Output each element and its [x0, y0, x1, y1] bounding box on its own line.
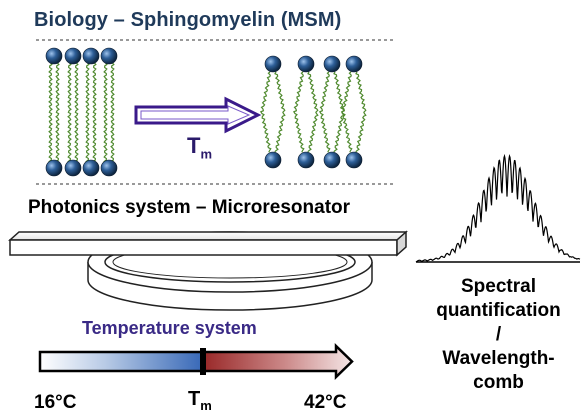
disordered-head-bottom-0 — [264, 151, 282, 169]
temperature-scale — [38, 343, 354, 380]
ordered-tail-1-0 — [67, 62, 72, 164]
disordered-head-bottom-1 — [297, 151, 315, 169]
disordered-tail-3-0 — [340, 71, 353, 153]
ordered-head-top-2 — [82, 47, 100, 65]
disordered-head-top-1 — [297, 55, 315, 73]
temperature-high-label: 42°C — [304, 392, 347, 413]
ordered-head-top-0 — [45, 47, 63, 65]
temperature-low-label: 16°C — [34, 392, 77, 413]
ordered-head-bottom-2 — [82, 159, 100, 177]
ordered-lipid-bilayer — [45, 47, 118, 177]
ordered-tail-2-0 — [85, 62, 90, 164]
ordered-tail-3-1 — [110, 62, 115, 164]
disordered-head-top-2 — [323, 55, 341, 73]
waveguide — [8, 230, 408, 257]
disordered-tail-3-1 — [355, 71, 367, 153]
ordered-tail-1-1 — [74, 62, 79, 164]
temperature-tm-label: Tm — [188, 388, 212, 413]
ordered-tail-0-1 — [55, 62, 60, 164]
ordered-tail-3-0 — [103, 62, 108, 164]
disordered-tail-0-0 — [259, 71, 272, 153]
ordered-head-top-1 — [64, 47, 82, 65]
disordered-tail-2-0 — [318, 71, 331, 153]
ordered-head-bottom-0 — [45, 159, 63, 177]
cold-segment — [40, 352, 201, 371]
spectral-caption: Spectral quantification / Wavelength- co… — [416, 275, 581, 395]
ordered-head-top-3 — [100, 47, 118, 65]
transition-arrow — [134, 96, 262, 134]
frequency-comb-spectrum — [415, 153, 581, 263]
spectral-line-5: comb — [473, 372, 524, 393]
disordered-head-top-0 — [264, 55, 282, 73]
spectral-line-3: / — [495, 324, 502, 345]
spectral-line-4: Wavelength- — [442, 348, 555, 369]
disordered-tail-0-1 — [274, 71, 286, 153]
transition-temperature-label: Tm — [187, 133, 213, 162]
microresonator — [8, 230, 408, 311]
temperature-title: Temperature system — [82, 318, 257, 338]
spectral-line-2: quantification — [436, 300, 561, 321]
biology-title: Biology – Sphingomyelin (MSM) — [34, 9, 342, 31]
ordered-head-bottom-1 — [64, 159, 82, 177]
spectrum-trace — [415, 153, 581, 263]
photonics-title: Photonics system – Microresonator — [28, 197, 351, 218]
tm-marker — [200, 348, 206, 375]
disordered-lipid-bilayer — [259, 55, 367, 169]
ordered-tail-2-1 — [92, 62, 97, 164]
disordered-tail-1-0 — [292, 71, 305, 153]
spectral-line-1: Spectral — [461, 276, 536, 297]
disordered-head-bottom-2 — [323, 151, 341, 169]
hot-segment — [205, 346, 352, 377]
ordered-tail-0-0 — [48, 62, 53, 164]
disordered-tail-1-1 — [307, 71, 319, 153]
disordered-head-top-3 — [345, 55, 363, 73]
ordered-head-bottom-3 — [100, 159, 118, 177]
disordered-head-bottom-3 — [345, 151, 363, 169]
